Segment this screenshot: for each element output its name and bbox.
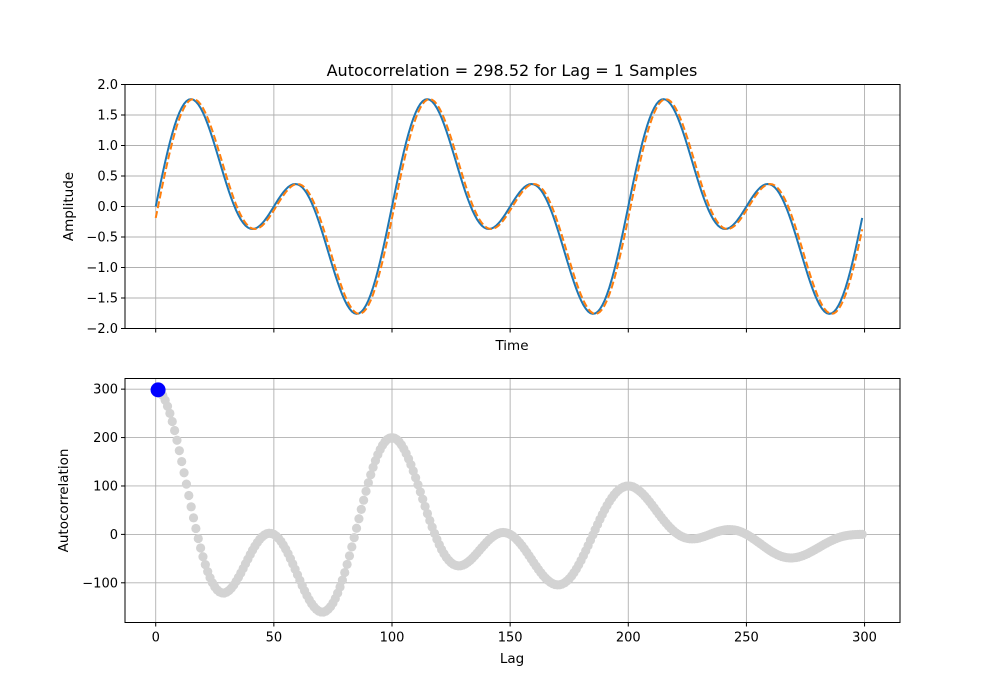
x-axis-label-lag: Lag xyxy=(500,651,524,667)
bot-x-tick-label: 200 xyxy=(616,631,641,646)
top-y-tick-label: 0.5 xyxy=(97,170,118,185)
autocorrelation-point xyxy=(172,435,182,445)
autocorrelation-point xyxy=(186,502,196,512)
autocorrelation-point xyxy=(359,495,369,505)
y-axis-label-autocorrelation: Autocorrelation xyxy=(56,449,72,553)
autocorrelation-point xyxy=(361,486,371,496)
autocorrelation-point xyxy=(193,533,203,544)
bot-y-tick-label: 300 xyxy=(93,383,118,398)
y-axis-label-amplitude: Amplitude xyxy=(61,172,77,241)
top-y-tick-label: 2.0 xyxy=(97,78,118,93)
autocorrelation-point xyxy=(200,560,210,570)
bot-y-tick-label: −100 xyxy=(82,576,118,591)
autocorrelation-point xyxy=(411,473,421,483)
current-lag-marker xyxy=(150,382,166,398)
chart-title: Autocorrelation = 298.52 for Lag = 1 Sam… xyxy=(327,61,698,80)
bot-x-tick-label: 50 xyxy=(266,631,283,646)
top-y-tick-label: −1.5 xyxy=(86,292,118,307)
top-y-tick-label: −0.5 xyxy=(86,231,118,246)
autocorrelation-axes: 0 50 100 150 200 250 300 −100 0 100 200 300 Lag Aut… xyxy=(56,378,901,667)
bot-x-tick-label: 150 xyxy=(498,631,523,646)
autocorrelation-point xyxy=(196,543,206,553)
autocorrelation-axes-frame xyxy=(124,378,901,623)
autocorrelation-point xyxy=(181,479,192,489)
autocorrelation-point xyxy=(349,533,359,543)
autocorrelation-point xyxy=(337,575,347,585)
top-y-tick-label: −2.0 xyxy=(86,322,118,337)
autocorrelation-point xyxy=(356,504,366,514)
autocorrelation-point xyxy=(191,523,201,534)
bot-x-tick-label: 100 xyxy=(380,631,405,646)
autocorrelation-point xyxy=(165,408,175,418)
autocorrelation-point xyxy=(188,513,199,523)
autocorrelation-point xyxy=(422,508,433,519)
autocorrelation-point xyxy=(415,487,425,497)
bot-y-tick-label: 0 xyxy=(110,528,118,543)
bot-x-tick-label: 250 xyxy=(734,631,759,646)
autocorrelation-point xyxy=(351,523,362,533)
bot-y-tick-label: 100 xyxy=(93,479,118,494)
autocorrelation-point xyxy=(184,490,194,501)
autocorrelation-point xyxy=(344,551,355,561)
bot-x-tick-label: 0 xyxy=(152,631,160,646)
autocorrelation-point xyxy=(366,470,376,480)
autocorrelation-point xyxy=(420,501,430,512)
autocorrelation-point xyxy=(363,478,373,488)
autocorrelation-point xyxy=(857,529,867,539)
autocorrelation-point xyxy=(354,514,364,524)
autocorrelation-point xyxy=(174,446,184,456)
signal-line xyxy=(154,98,864,315)
autocorrelation-point xyxy=(413,480,423,490)
autocorrelation-point xyxy=(342,559,352,570)
bot-y-tick-label: 200 xyxy=(93,431,118,446)
autocorrelation-point xyxy=(198,552,208,562)
autocorrelation-point xyxy=(177,456,187,467)
lagged-signal-line xyxy=(154,98,864,315)
top-y-tick-label: 0.0 xyxy=(97,200,118,215)
autocorrelation-point xyxy=(340,567,350,578)
x-axis-label-time: Time xyxy=(494,338,528,354)
autocorrelation-point xyxy=(162,401,173,411)
top-y-tick-label: 1.5 xyxy=(97,109,118,124)
top-y-tick-label: 1.0 xyxy=(97,139,118,154)
top-y-tick-label: −1.0 xyxy=(86,261,118,276)
autocorrelation-point xyxy=(167,416,177,427)
autocorrelation-point xyxy=(170,425,180,436)
amplitude-axes: −2.0 −1.5 −1.0 −0.5 0.0 0.5 1.0 1.5 2.0 Time Amp… xyxy=(61,78,901,354)
autocorrelation-point xyxy=(347,542,357,552)
autocorrelation-point xyxy=(179,468,189,478)
autocorrelation-point xyxy=(418,494,428,504)
bot-x-tick-label: 300 xyxy=(852,631,877,646)
